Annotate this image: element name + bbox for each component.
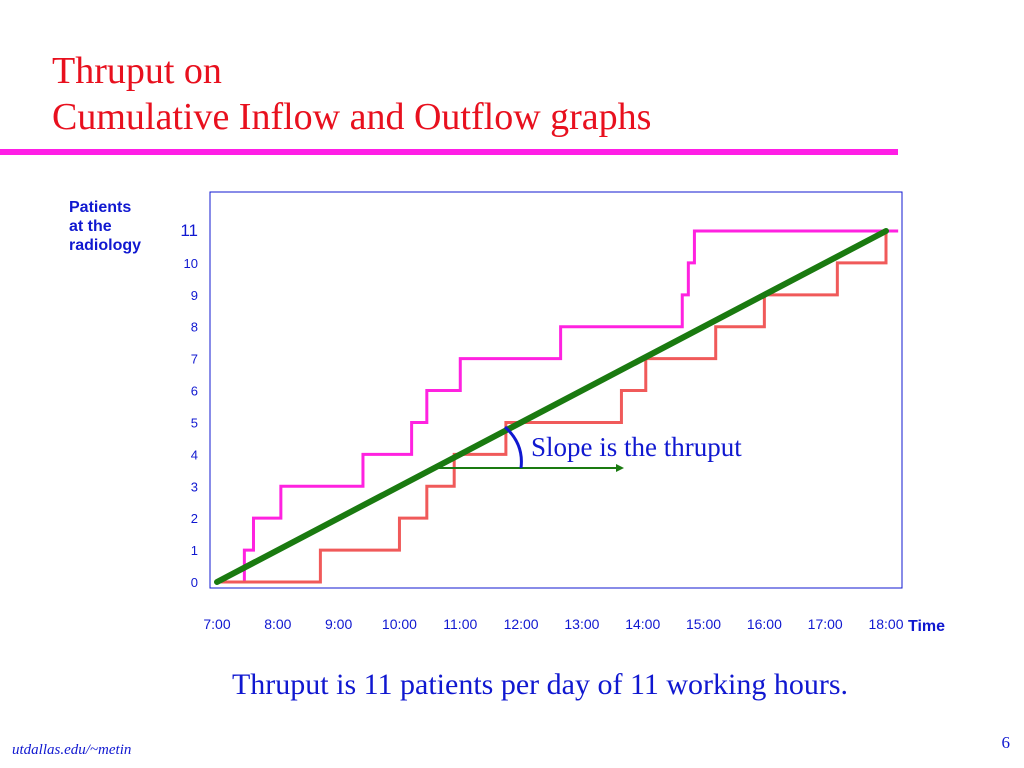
- footer-source: utdallas.edu/~metin: [12, 742, 132, 758]
- y-tick-label: 7: [191, 352, 198, 367]
- y-tick-label: 0: [191, 575, 198, 590]
- y-tick-label: 3: [191, 479, 198, 494]
- slope-angle-arc: [503, 425, 523, 469]
- y-tick-label: 5: [191, 415, 198, 430]
- y-tick-label: 11: [180, 221, 198, 240]
- x-tick-label: 11:00: [443, 616, 477, 632]
- y-axis-label-line-1: Patients: [69, 199, 132, 216]
- x-tick-label: 12:00: [504, 616, 539, 632]
- slope-annotation: Slope is the thruput: [531, 432, 742, 462]
- y-axis-label: Patients at the radiology: [69, 198, 169, 256]
- thruput-trend-line: [214, 228, 889, 585]
- x-tick-label: 13:00: [564, 616, 599, 632]
- x-tick-label: 10:00: [382, 616, 417, 632]
- x-tick-label: 8:00: [264, 616, 291, 632]
- page-number: 6: [1001, 733, 1011, 752]
- y-tick-label: 4: [191, 447, 198, 462]
- slide-caption: Thruput is 11 patients per day of 11 wor…: [231, 668, 848, 701]
- outflow-step-line: [217, 231, 888, 584]
- x-tick-label: 16:00: [747, 616, 782, 632]
- title-divider: [0, 149, 898, 155]
- x-tick-label: 17:00: [808, 616, 843, 632]
- x-tick-label: 9:00: [325, 616, 352, 632]
- x-tick-label: 14:00: [625, 616, 660, 632]
- slide-title: Thruput on Cumulative Inflow and Outflow…: [52, 48, 651, 141]
- title-line-1: Thruput on: [52, 50, 222, 92]
- y-tick-label: 8: [191, 320, 198, 335]
- x-tick-label: 7:00: [203, 616, 230, 632]
- x-tick-label: 18:00: [868, 616, 903, 632]
- y-tick-label: 1: [191, 543, 198, 558]
- y-tick-label: 6: [191, 384, 198, 399]
- y-tick-label: 9: [191, 288, 198, 303]
- plot-frame: [209, 191, 903, 589]
- y-tick-label: 2: [191, 511, 198, 526]
- title-line-2: Cumulative Inflow and Outflow graphs: [52, 96, 652, 139]
- y-axis-label-line-3: radiology: [69, 237, 142, 255]
- y-tick-label: 10: [184, 256, 198, 271]
- y-axis-label-line-2: at the: [69, 218, 112, 236]
- slope-baseline-arrow: [616, 464, 624, 472]
- x-tick-label: 15:00: [686, 616, 721, 632]
- x-axis-label: Time: [908, 618, 945, 635]
- inflow-step-line: [217, 229, 899, 584]
